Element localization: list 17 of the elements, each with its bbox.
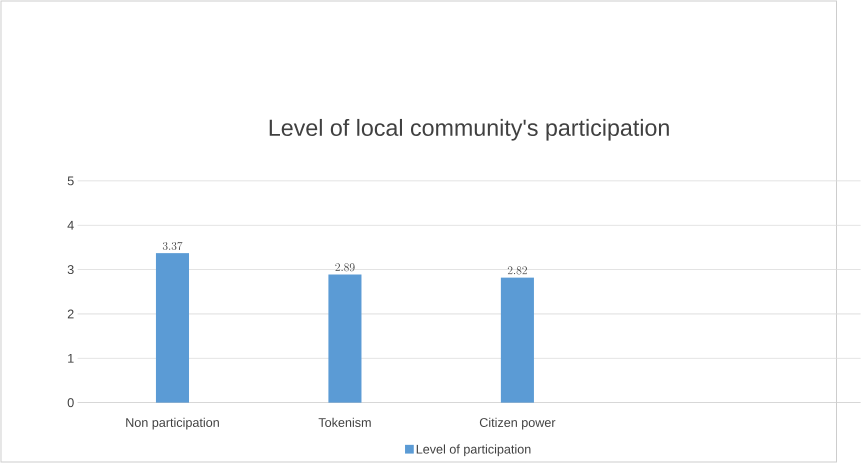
y-tick-label: 0 bbox=[68, 398, 74, 408]
legend-label: Level of participation bbox=[416, 444, 530, 456]
y-tick-label: 5 bbox=[68, 176, 74, 186]
y-tick-label: 3 bbox=[68, 265, 74, 274]
data-label: 2.89 bbox=[335, 263, 355, 272]
bar bbox=[500, 278, 534, 403]
x-tick-label: Citizen power bbox=[480, 418, 556, 430]
y-tick-label: 2 bbox=[68, 310, 74, 318]
chart-title: Level of local community's participation bbox=[270, 118, 669, 141]
bar bbox=[156, 253, 190, 403]
bar bbox=[328, 274, 362, 403]
y-tick-label: 4 bbox=[67, 220, 74, 230]
x-tick-label: Non participation bbox=[126, 418, 219, 430]
data-label: 2.82 bbox=[508, 266, 527, 274]
data-label: 3.37 bbox=[162, 242, 182, 250]
y-tick-label: 1 bbox=[68, 354, 74, 363]
x-tick-label: Tokenism bbox=[318, 418, 371, 428]
